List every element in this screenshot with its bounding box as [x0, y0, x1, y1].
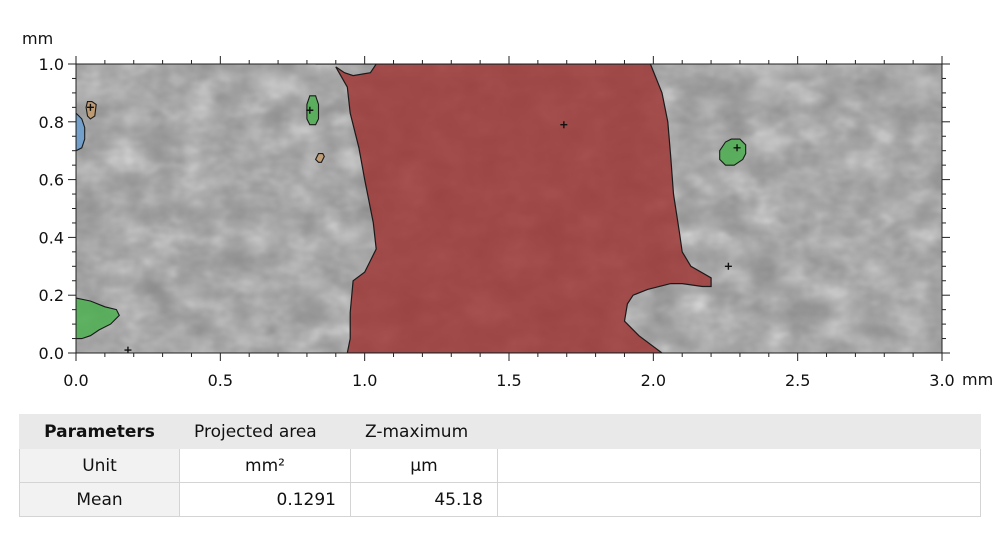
y-tick-label: 0.4	[39, 228, 64, 247]
table-header-spacer	[497, 414, 981, 449]
regions-layer	[76, 64, 747, 353]
y-tick-label: 0.8	[39, 113, 64, 132]
stray-marker	[124, 346, 132, 353]
axes-layer: 0.0 0.5 1.0 1.5 2.0 2.5 3.0 0.0 0.2 0.4 0.6 0.8 1.0	[39, 55, 955, 390]
table-cell-unit-label: Unit	[19, 448, 180, 483]
table-header-projected-area: Projected area	[179, 414, 351, 449]
island-marker	[86, 103, 94, 111]
x-tick-label: 0.5	[208, 371, 233, 390]
table-cell-spacer	[497, 448, 981, 483]
x-tick-label: 3.0	[929, 371, 954, 390]
table-header-parameters: Parameters	[19, 414, 180, 449]
island-region	[719, 138, 747, 166]
island-region	[85, 101, 97, 120]
table-row-mean: Mean 0.1291 45.18	[19, 482, 981, 517]
island-marker	[733, 144, 741, 152]
island-region	[314, 153, 325, 163]
y-tick-label: 0.0	[39, 344, 64, 363]
plot-area	[76, 64, 942, 353]
x-tick-label: 1.5	[496, 371, 521, 390]
table-row-unit: Unit mm² µm	[19, 448, 981, 483]
table-cell-spacer	[497, 482, 981, 517]
table-cell-area-unit: mm²	[179, 448, 351, 483]
x-tick-label: 2.5	[785, 371, 810, 390]
x-unit-label: mm	[962, 370, 993, 389]
y-tick-label: 1.0	[39, 55, 64, 74]
region-marker	[560, 121, 568, 129]
table-header-row: Parameters Projected area Z-maximum	[19, 414, 981, 449]
x-tick-label: 0.0	[63, 371, 88, 390]
selected-region	[315, 64, 712, 353]
table-cell-mean-label: Mean	[19, 482, 180, 517]
table-header-z-maximum: Z-maximum	[350, 414, 498, 449]
x-tick-label: 2.0	[641, 371, 666, 390]
island-marker	[306, 106, 314, 114]
x-tick-label: 1.0	[352, 371, 377, 390]
island-region	[76, 297, 120, 340]
y-tick-label: 0.6	[39, 171, 64, 190]
height-map-chart: 0.0 0.5 1.0 1.5 2.0 2.5 3.00.00.20.40.60.81.0 …	[22, 29, 993, 390]
parameters-table: Parameters Projected area Z-maximum Unit…	[19, 414, 981, 517]
table-cell-zmax-value: 45.18	[350, 482, 498, 517]
island-region	[76, 112, 86, 152]
stray-marker	[724, 262, 732, 270]
y-unit-label: mm	[22, 29, 53, 48]
y-tick-label: 0.2	[39, 286, 64, 305]
table-cell-zmax-unit: µm	[350, 448, 498, 483]
table-cell-area-value: 0.1291	[179, 482, 351, 517]
